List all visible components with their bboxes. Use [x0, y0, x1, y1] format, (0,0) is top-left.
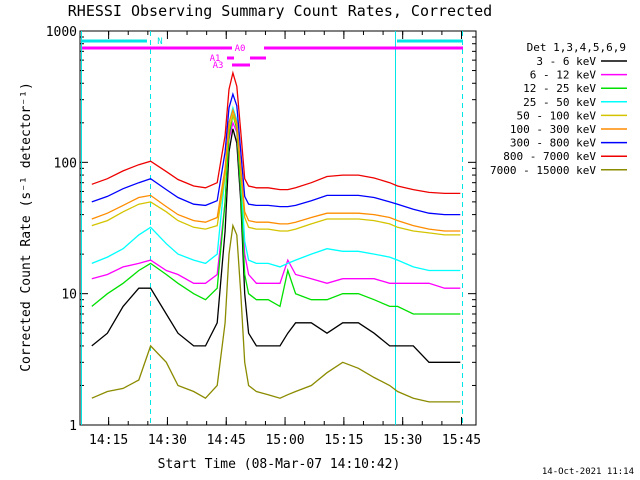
- x-tick-label: 15:30: [383, 433, 422, 448]
- plot-area: 1 10 100 1000 14:15 14:30 14:45 15:00 15:15 15:30…: [46, 25, 481, 448]
- y-tick-label: 10: [61, 288, 77, 303]
- legend-entry-label: 800 - 7000 keV: [503, 150, 596, 163]
- legend-entry-label: 12 - 25 keV: [523, 82, 596, 95]
- series-line-6: [91, 92, 461, 216]
- legend-entry-label: 3 - 6 keV: [536, 55, 596, 68]
- x-tick-label: 14:45: [207, 433, 246, 448]
- legend-entry-label: 25 - 50 keV: [523, 96, 596, 109]
- attenuator-label-a0: A0: [235, 44, 246, 54]
- chart-title: RHESSI Observing Summary Count Rates, Co…: [68, 2, 492, 20]
- series-line-3: [91, 105, 461, 272]
- night-label: N: [157, 37, 162, 47]
- legend-entry-label: 6 - 12 keV: [530, 69, 597, 82]
- plot-frame: [79, 30, 477, 426]
- x-tick-label: 15:15: [324, 433, 363, 448]
- series-line-5: [91, 107, 461, 232]
- y-tick-label: 100: [54, 156, 77, 171]
- series-line-2: [91, 114, 461, 315]
- attenuator-label-a3: A3: [213, 61, 224, 71]
- x-axis-label: Start Time (08-Mar-07 14:10:42): [158, 457, 401, 472]
- y-tick-label: 1: [69, 419, 77, 434]
- legend-entry-label: 300 - 800 keV: [510, 137, 596, 150]
- series-line-1: [91, 120, 461, 289]
- legend-entry-label: 50 - 100 keV: [517, 109, 597, 122]
- y-axis-label: Corrected Count Rate (s⁻¹ detector⁻¹): [19, 82, 34, 372]
- x-tick-label: 15:45: [442, 433, 481, 448]
- x-tick-label: 14:15: [89, 433, 128, 448]
- x-tick-label: 14:30: [148, 433, 187, 448]
- y-tick-label: 1000: [46, 25, 77, 40]
- legend-entry-label: 100 - 300 keV: [510, 123, 596, 136]
- legend-entry-label: 7000 - 15000 keV: [490, 164, 596, 177]
- series-line-7: [91, 70, 461, 195]
- series-line-8: [91, 223, 461, 403]
- series-line-4: [91, 112, 461, 236]
- series-line-0: [91, 128, 461, 363]
- generation-timestamp: 14-Oct-2021 11:14: [542, 467, 634, 477]
- x-tick-label: 15:00: [265, 433, 304, 448]
- legend-header: Det 1,3,4,5,6,9: [527, 41, 626, 54]
- attenuator-label-a1: A1: [210, 54, 221, 64]
